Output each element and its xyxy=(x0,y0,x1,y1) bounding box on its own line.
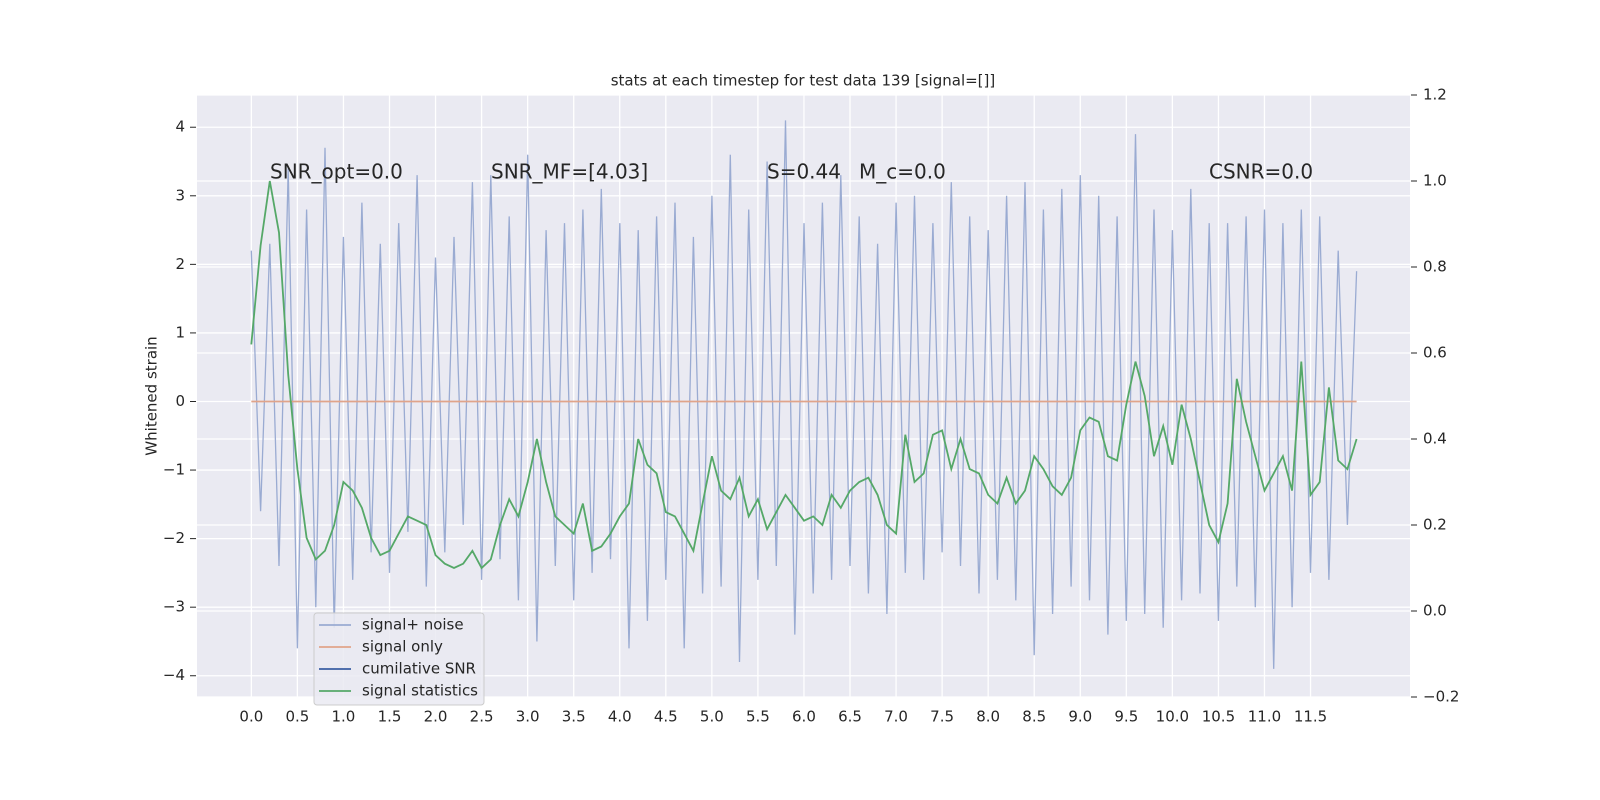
legend-label: signal+ noise xyxy=(362,616,464,634)
annotation: M_c=0.0 xyxy=(859,160,946,184)
y-tick-label: 1 xyxy=(175,323,185,341)
x-tick-label: 6.0 xyxy=(792,708,816,726)
y2-tick-label: 0.4 xyxy=(1423,430,1447,448)
x-tick-label: 2.5 xyxy=(470,708,494,726)
y2-tick-label: 0.8 xyxy=(1423,258,1447,276)
y-tick-label: 4 xyxy=(175,118,185,136)
x-tick-label: 10.5 xyxy=(1202,708,1235,726)
x-tick-label: 0.5 xyxy=(285,708,309,726)
series-line xyxy=(250,120,1358,669)
x-tick-label: 9.5 xyxy=(1114,708,1138,726)
y2-tick-label: 1.0 xyxy=(1423,172,1447,190)
x-tick-label: 6.5 xyxy=(838,708,862,726)
x-tick-label: 0.0 xyxy=(239,708,263,726)
y-tick-label: −2 xyxy=(163,529,185,547)
x-tick-label: 4.5 xyxy=(654,708,678,726)
x-tick-label: 4.0 xyxy=(608,708,632,726)
legend-box xyxy=(313,612,485,706)
y2-tick-label: 0.0 xyxy=(1423,602,1447,620)
y-axis-label: Whitened strain xyxy=(143,336,161,455)
x-tick-label: 11.0 xyxy=(1248,708,1281,726)
annotation: CSNR=0.0 xyxy=(1209,160,1313,184)
y-tick-label: −1 xyxy=(163,461,185,479)
x-tick-label: 3.5 xyxy=(562,708,586,726)
series-line xyxy=(250,180,1358,570)
y-tick-label: 0 xyxy=(175,392,185,410)
y-tick-label: −4 xyxy=(163,666,185,684)
x-tick-label: 5.5 xyxy=(746,708,770,726)
y-tick-label: 2 xyxy=(175,255,185,273)
chart-title: stats at each timestep for test data 139… xyxy=(611,72,996,90)
x-tick-label: 9.0 xyxy=(1068,708,1092,726)
x-tick-label: 8.0 xyxy=(976,708,1000,726)
x-tick-label: 2.0 xyxy=(424,708,448,726)
x-tick-label: 8.5 xyxy=(1022,708,1046,726)
x-tick-label: 1.0 xyxy=(332,708,356,726)
x-tick-label: 7.0 xyxy=(884,708,908,726)
x-tick-label: 5.0 xyxy=(700,708,724,726)
annotation: S=0.44 xyxy=(767,160,841,184)
y-tick-label: 3 xyxy=(175,186,185,204)
y2-tick-label: −0.2 xyxy=(1423,688,1459,706)
y2-tick-label: 1.2 xyxy=(1423,86,1447,104)
y-tick-label: −3 xyxy=(163,598,185,616)
annotation: SNR_opt=0.0 xyxy=(270,160,403,184)
x-tick-label: 3.0 xyxy=(516,708,540,726)
x-tick-label: 7.5 xyxy=(930,708,954,726)
x-tick-label: 1.5 xyxy=(378,708,402,726)
x-tick-label: 10.0 xyxy=(1156,708,1189,726)
y2-tick-label: 0.2 xyxy=(1423,516,1447,534)
legend-label: cumilative SNR xyxy=(362,660,476,678)
legend-label: signal statistics xyxy=(362,682,478,700)
y2-tick-label: 0.6 xyxy=(1423,344,1447,362)
legend-label: signal only xyxy=(362,638,443,656)
x-tick-label: 11.5 xyxy=(1294,708,1327,726)
annotation: SNR_MF=[4.03] xyxy=(491,160,648,184)
